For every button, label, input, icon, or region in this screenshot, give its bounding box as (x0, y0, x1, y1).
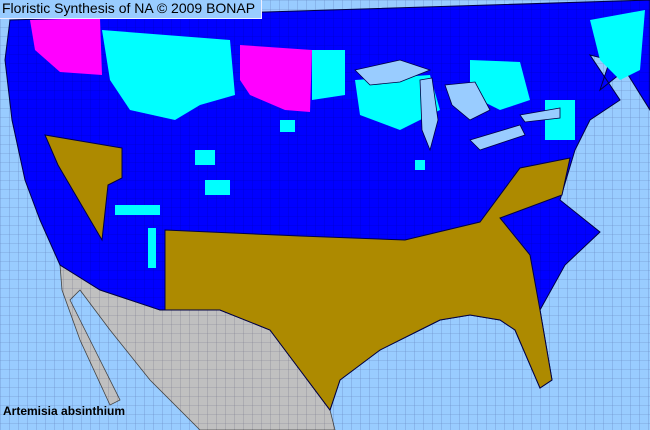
brown-south (164, 157, 571, 412)
magenta-northwest (30, 18, 102, 75)
species-label: Artemisia absinthium (3, 404, 126, 418)
cyan-patches (102, 10, 645, 268)
magenta-north-central (240, 45, 312, 112)
great-lakes (354, 59, 561, 152)
map-title: Floristic Synthesis of NA © 2009 BONAP (0, 0, 263, 19)
brown-nevada (44, 134, 123, 242)
